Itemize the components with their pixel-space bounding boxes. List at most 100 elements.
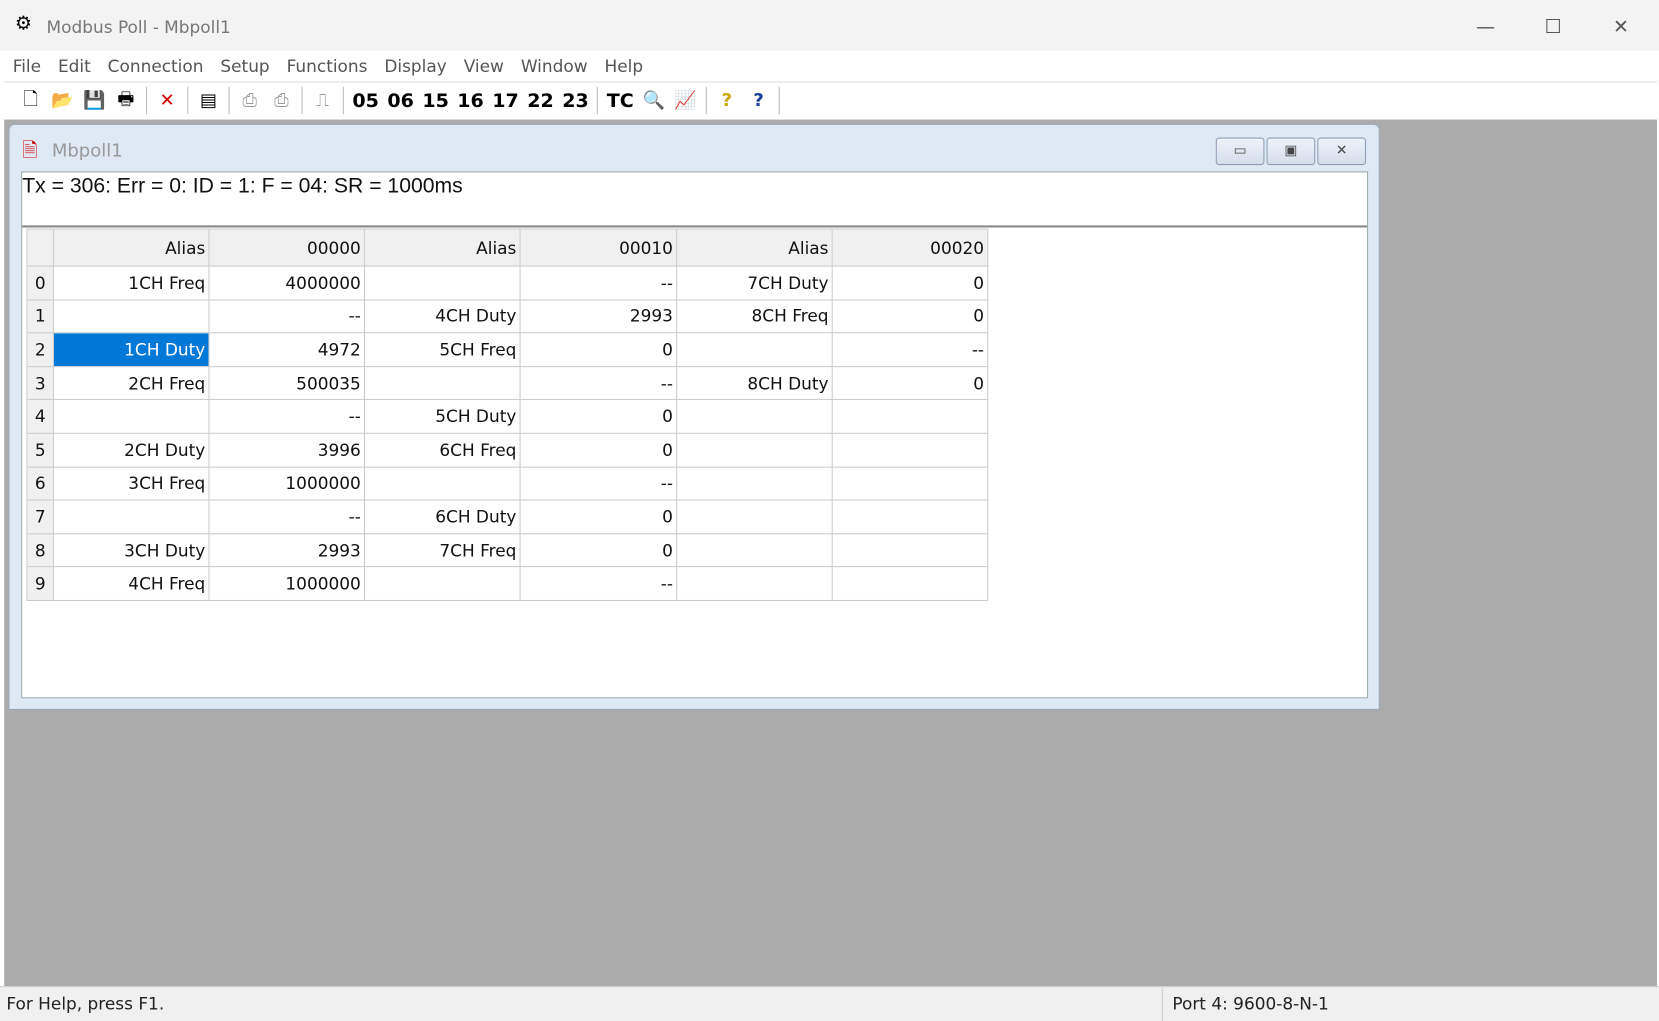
row-header[interactable]: 6	[26, 466, 54, 501]
alias-cell[interactable]	[676, 466, 833, 501]
value-cell[interactable]	[831, 399, 989, 434]
alias-cell[interactable]	[52, 499, 210, 535]
value-cell[interactable]: 0	[519, 399, 678, 434]
alias-cell[interactable]: 5CH Freq	[363, 332, 521, 367]
value-cell[interactable]	[831, 499, 989, 535]
alias-cell[interactable]	[363, 265, 521, 301]
value-cell[interactable]: 0	[519, 499, 678, 535]
value-cell[interactable]: 0	[519, 432, 678, 468]
child-restore-button[interactable]: ▣	[1266, 137, 1316, 166]
function-22-button[interactable]: 22	[527, 89, 554, 112]
value-cell[interactable]: 4000000	[208, 265, 366, 301]
minimize-button[interactable]: —	[1476, 15, 1496, 39]
alias-cell[interactable]	[52, 299, 210, 334]
close-button[interactable]: ✕	[1613, 15, 1629, 39]
value-cell[interactable]: --	[831, 332, 989, 367]
menu-help[interactable]: Help	[604, 56, 644, 77]
function-17-button[interactable]: 17	[492, 89, 519, 112]
value-cell[interactable]: 0	[831, 365, 989, 401]
context-help-icon[interactable]: ?	[753, 89, 764, 112]
tc-button[interactable]: TC	[606, 89, 634, 112]
value-cell[interactable]: 3996	[208, 432, 366, 468]
value-cell[interactable]: 2993	[208, 533, 366, 568]
alias-cell[interactable]	[676, 566, 833, 601]
delete-icon[interactable]: ✕	[159, 89, 175, 112]
alias-cell[interactable]	[676, 399, 833, 434]
column-header[interactable]: 00010	[519, 228, 678, 267]
column-header[interactable]: Alias	[52, 228, 210, 267]
row-header[interactable]: 7	[26, 499, 54, 535]
row-header[interactable]: 4	[26, 399, 54, 434]
menu-window[interactable]: Window	[520, 56, 588, 77]
value-cell[interactable]: 0	[519, 332, 678, 367]
traffic-icon[interactable]: 🔍	[642, 89, 666, 112]
new-icon[interactable]: 🗋	[23, 88, 38, 110]
help-icon[interactable]: ?	[721, 89, 733, 112]
row-header[interactable]: 3	[26, 365, 54, 401]
value-cell[interactable]: 0	[831, 265, 989, 301]
chart-icon[interactable]: 📈	[674, 89, 697, 112]
maximize-button[interactable]: ☐	[1544, 15, 1562, 39]
menu-file[interactable]: File	[12, 56, 42, 77]
alias-cell[interactable]: 1CH Duty	[52, 332, 210, 367]
function-23-button[interactable]: 23	[562, 89, 589, 112]
row-header[interactable]: 8	[26, 533, 54, 568]
alias-cell[interactable]	[363, 466, 521, 501]
value-cell[interactable]: --	[519, 466, 678, 501]
menu-connection[interactable]: Connection	[107, 56, 204, 77]
value-cell[interactable]: 4972	[208, 332, 366, 367]
column-header[interactable]: Alias	[676, 228, 833, 267]
value-cell[interactable]: --	[519, 265, 678, 301]
alias-cell[interactable]: 8CH Freq	[676, 299, 833, 334]
value-cell[interactable]: --	[208, 499, 366, 535]
value-cell[interactable]: --	[208, 399, 366, 434]
alias-cell[interactable]: 3CH Duty	[52, 533, 210, 568]
alias-cell[interactable]	[676, 432, 833, 468]
save-icon[interactable]: 💾	[82, 89, 106, 112]
alias-cell[interactable]: 6CH Freq	[363, 432, 521, 468]
alias-cell[interactable]: 1CH Freq	[52, 265, 210, 301]
alias-cell[interactable]	[363, 566, 521, 601]
value-cell[interactable]: 0	[831, 299, 989, 334]
function-15-button[interactable]: 15	[422, 89, 449, 112]
alias-cell[interactable]: 4CH Freq	[52, 566, 210, 601]
child-close-button[interactable]: ✕	[1317, 137, 1367, 166]
row-header[interactable]: 0	[26, 265, 54, 301]
alias-cell[interactable]: 2CH Freq	[52, 365, 210, 401]
alias-cell[interactable]: 5CH Duty	[363, 399, 521, 434]
menu-setup[interactable]: Setup	[220, 56, 270, 77]
pulse-icon[interactable]: ⎍	[316, 89, 330, 112]
column-header[interactable]: 00000	[208, 228, 366, 267]
row-header[interactable]: 1	[26, 299, 54, 334]
alias-cell[interactable]: 7CH Freq	[363, 533, 521, 568]
value-cell[interactable]: --	[519, 365, 678, 401]
function-05-button[interactable]: 05	[352, 89, 379, 112]
value-cell[interactable]: 0	[519, 533, 678, 568]
open-icon[interactable]: 📂	[51, 89, 74, 112]
value-cell[interactable]: 1000000	[208, 566, 366, 601]
alias-cell[interactable]	[676, 533, 833, 568]
value-cell[interactable]: --	[519, 566, 678, 601]
row-header[interactable]: 9	[26, 566, 54, 601]
connect-icon[interactable]: ⎙	[242, 89, 257, 112]
row-header[interactable]: 2	[26, 332, 54, 367]
window-icon[interactable]: ▤	[199, 89, 217, 112]
value-cell[interactable]: 1000000	[208, 466, 366, 501]
alias-cell[interactable]: 7CH Duty	[676, 265, 833, 301]
alias-cell[interactable]: 6CH Duty	[363, 499, 521, 535]
menu-view[interactable]: View	[463, 56, 504, 77]
value-cell[interactable]	[831, 432, 989, 468]
print-icon[interactable]: 🖶	[117, 88, 135, 110]
alias-cell[interactable]	[363, 365, 521, 401]
child-minimize-button[interactable]: ▭	[1215, 137, 1265, 166]
alias-cell[interactable]	[676, 499, 833, 535]
column-header[interactable]: Alias	[363, 228, 521, 267]
alias-cell[interactable]	[676, 332, 833, 367]
alias-cell[interactable]: 3CH Freq	[52, 466, 210, 501]
function-06-button[interactable]: 06	[387, 89, 414, 112]
value-cell[interactable]: 500035	[208, 365, 366, 401]
alias-cell[interactable]	[52, 399, 210, 434]
column-header[interactable]: 00020	[831, 228, 989, 267]
value-cell[interactable]	[831, 533, 989, 568]
alias-cell[interactable]: 8CH Duty	[676, 365, 833, 401]
